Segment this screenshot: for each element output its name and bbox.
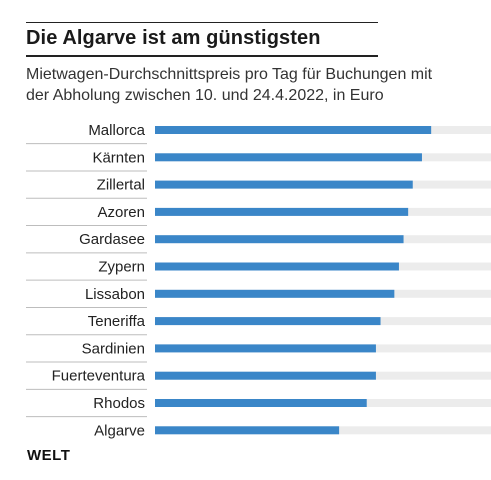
category-label: Zillertal — [97, 177, 145, 194]
bar — [155, 344, 376, 353]
category-label: Kärnten — [92, 149, 145, 166]
category-label: Azoren — [97, 204, 145, 221]
chart-subtitle: Mietwagen-Durchschnittspreis pro Tag für… — [26, 64, 491, 106]
bar — [155, 180, 413, 189]
bar — [155, 399, 367, 407]
bar — [155, 289, 395, 298]
bar — [155, 371, 376, 380]
category-label: Mallorca — [88, 122, 145, 139]
bar — [155, 426, 340, 435]
category-label: Rhodos — [93, 395, 145, 412]
subtitle-line-2: der Abholung zwischen 10. und 24.4.2022,… — [26, 87, 384, 104]
title-underline — [26, 55, 378, 57]
bar — [155, 317, 381, 326]
bar-chart: Mallorca Kärnten Zillertal Azoren Gardasee Zy… — [26, 122, 491, 439]
bar — [155, 126, 432, 134]
category-label: Gardasee — [79, 231, 145, 248]
subtitle-line-1: Mietwagen-Durchschnittspreis pro Tag für… — [26, 66, 433, 83]
category-label: Fuerteventura — [52, 368, 146, 385]
category-label: Lissabon — [85, 286, 145, 303]
chart-title: Die Algarve ist am günstigsten — [26, 27, 321, 49]
category-label: Teneriffa — [88, 313, 146, 330]
bar — [155, 235, 404, 244]
bar — [155, 262, 399, 271]
welt-logo: WELT — [27, 447, 71, 464]
top-rule — [26, 22, 378, 23]
category-label: Sardinien — [82, 340, 145, 357]
category-label: Zypern — [98, 259, 145, 276]
category-label: Algarve — [94, 422, 145, 439]
bar — [155, 207, 409, 216]
bar — [155, 153, 422, 162]
